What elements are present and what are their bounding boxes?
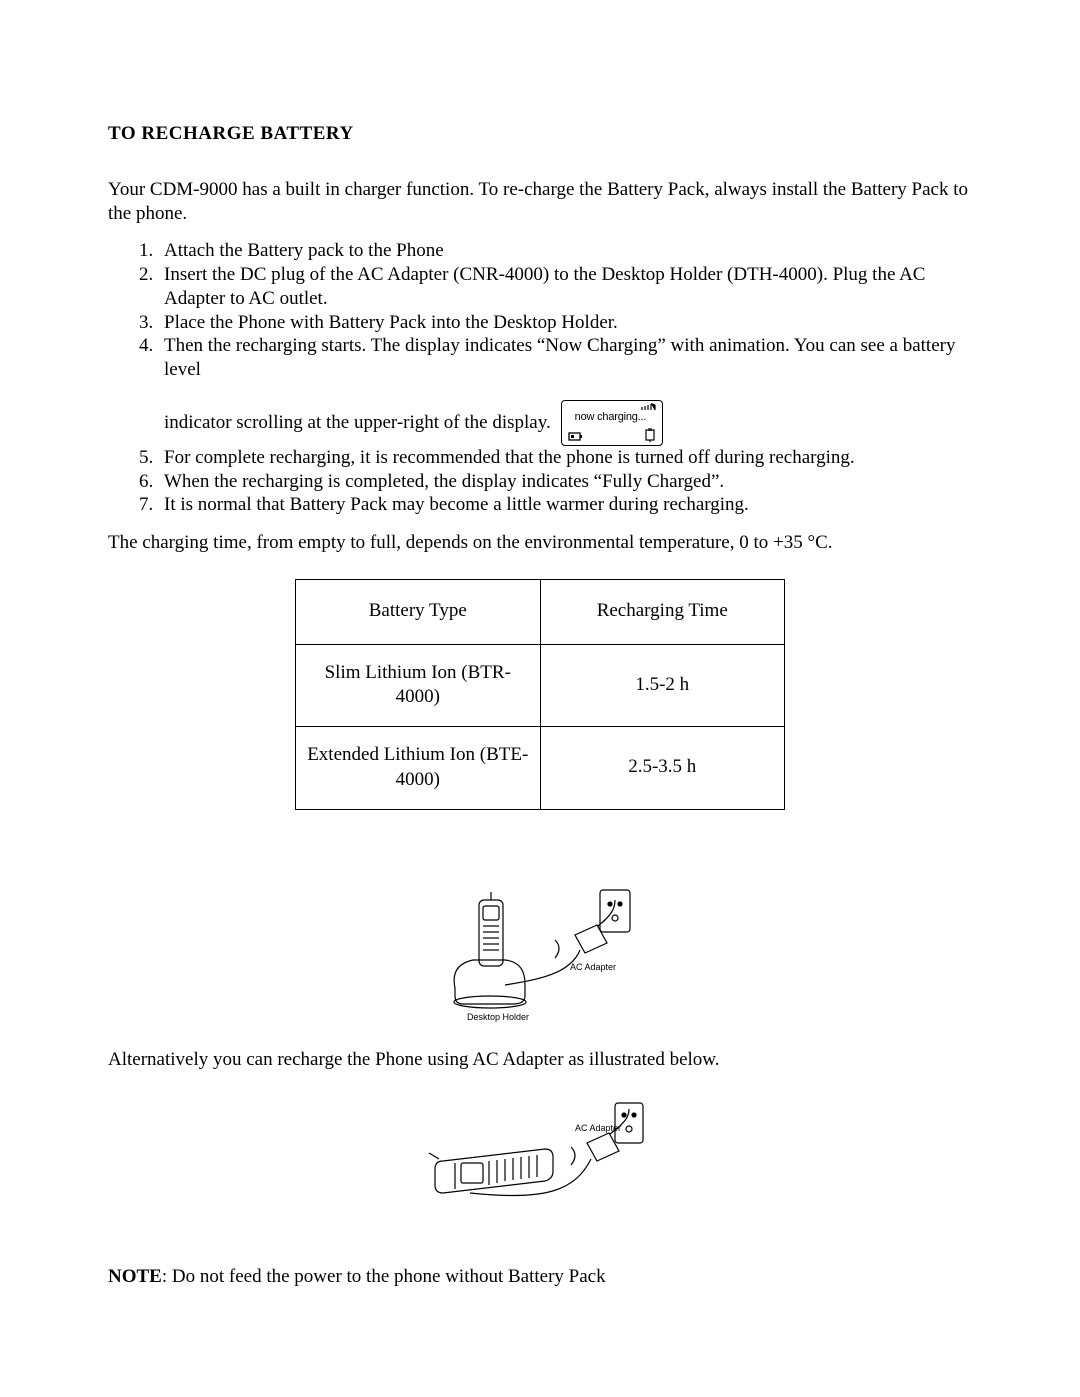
alternative-charge-text: Alternatively you can recharge the Phone… <box>108 1048 972 1072</box>
note-rest: : Do not feed the power to the phone wit… <box>162 1266 606 1287</box>
manual-page: TO RECHARGE BATTERY Your CDM-9000 has a … <box>0 0 1080 1397</box>
battery-icon <box>568 430 584 442</box>
lcd-charging-icon: now charging... <box>561 400 663 446</box>
lcd-text: now charging... <box>566 411 654 425</box>
fig1-label-left: Desktop Holder <box>467 1012 529 1022</box>
table-row: Extended Lithium Ion (BTE-4000) 2.5-3.5 … <box>296 727 785 809</box>
step-1: Attach the Battery pack to the Phone <box>158 239 972 263</box>
step-4-text-a: Then the recharging starts. The display … <box>164 335 955 380</box>
plug-icon <box>643 428 657 442</box>
step-3: Place the Phone with Battery Pack into t… <box>158 311 972 335</box>
recharge-table: Battery Type Recharging Time Slim Lithiu… <box>295 579 785 810</box>
fig2-label: AC Adapter <box>575 1123 621 1133</box>
steps-list: Attach the Battery pack to the Phone Ins… <box>108 239 972 517</box>
figure-ac-adapter: AC Adapter <box>108 1101 972 1221</box>
table-cell: 1.5-2 h <box>540 644 785 726</box>
step-4: Then the recharging starts. The display … <box>158 334 972 446</box>
desktop-holder-illustration-icon: Desktop Holder AC Adapter <box>435 880 645 1030</box>
table-cell: Extended Lithium Ion (BTE-4000) <box>296 727 541 809</box>
charging-time-unit: °C. <box>807 532 832 553</box>
step-4-text-b: indicator scrolling at the upper-right o… <box>164 411 551 435</box>
table-header-recharging-time: Recharging Time <box>540 579 785 644</box>
table-cell: 2.5-3.5 h <box>540 727 785 809</box>
note-strong: NOTE <box>108 1266 162 1287</box>
note-line: NOTE: Do not feed the power to the phone… <box>108 1265 972 1289</box>
table-header-row: Battery Type Recharging Time <box>296 579 785 644</box>
ac-adapter-illustration-icon: AC Adapter <box>425 1101 655 1221</box>
intro-paragraph: Your CDM-9000 has a built in charger fun… <box>108 178 972 226</box>
step-6: When the recharging is completed, the di… <box>158 470 972 494</box>
fig1-label-right: AC Adapter <box>570 962 616 972</box>
step-5: For complete recharging, it is recommend… <box>158 446 972 470</box>
figure-desktop-holder: Desktop Holder AC Adapter <box>108 880 972 1030</box>
table-header-battery-type: Battery Type <box>296 579 541 644</box>
step-2: Insert the DC plug of the AC Adapter (CN… <box>158 263 972 311</box>
antenna-icon <box>641 403 657 411</box>
table-cell: Slim Lithium Ion (BTR-4000) <box>296 644 541 726</box>
step-7: It is normal that Battery Pack may becom… <box>158 493 972 517</box>
table-row: Slim Lithium Ion (BTR-4000) 1.5-2 h <box>296 644 785 726</box>
charging-time-text: The charging time, from empty to full, d… <box>108 532 807 553</box>
charging-time-note: The charging time, from empty to full, d… <box>108 531 972 555</box>
section-heading: TO RECHARGE BATTERY <box>108 122 972 146</box>
